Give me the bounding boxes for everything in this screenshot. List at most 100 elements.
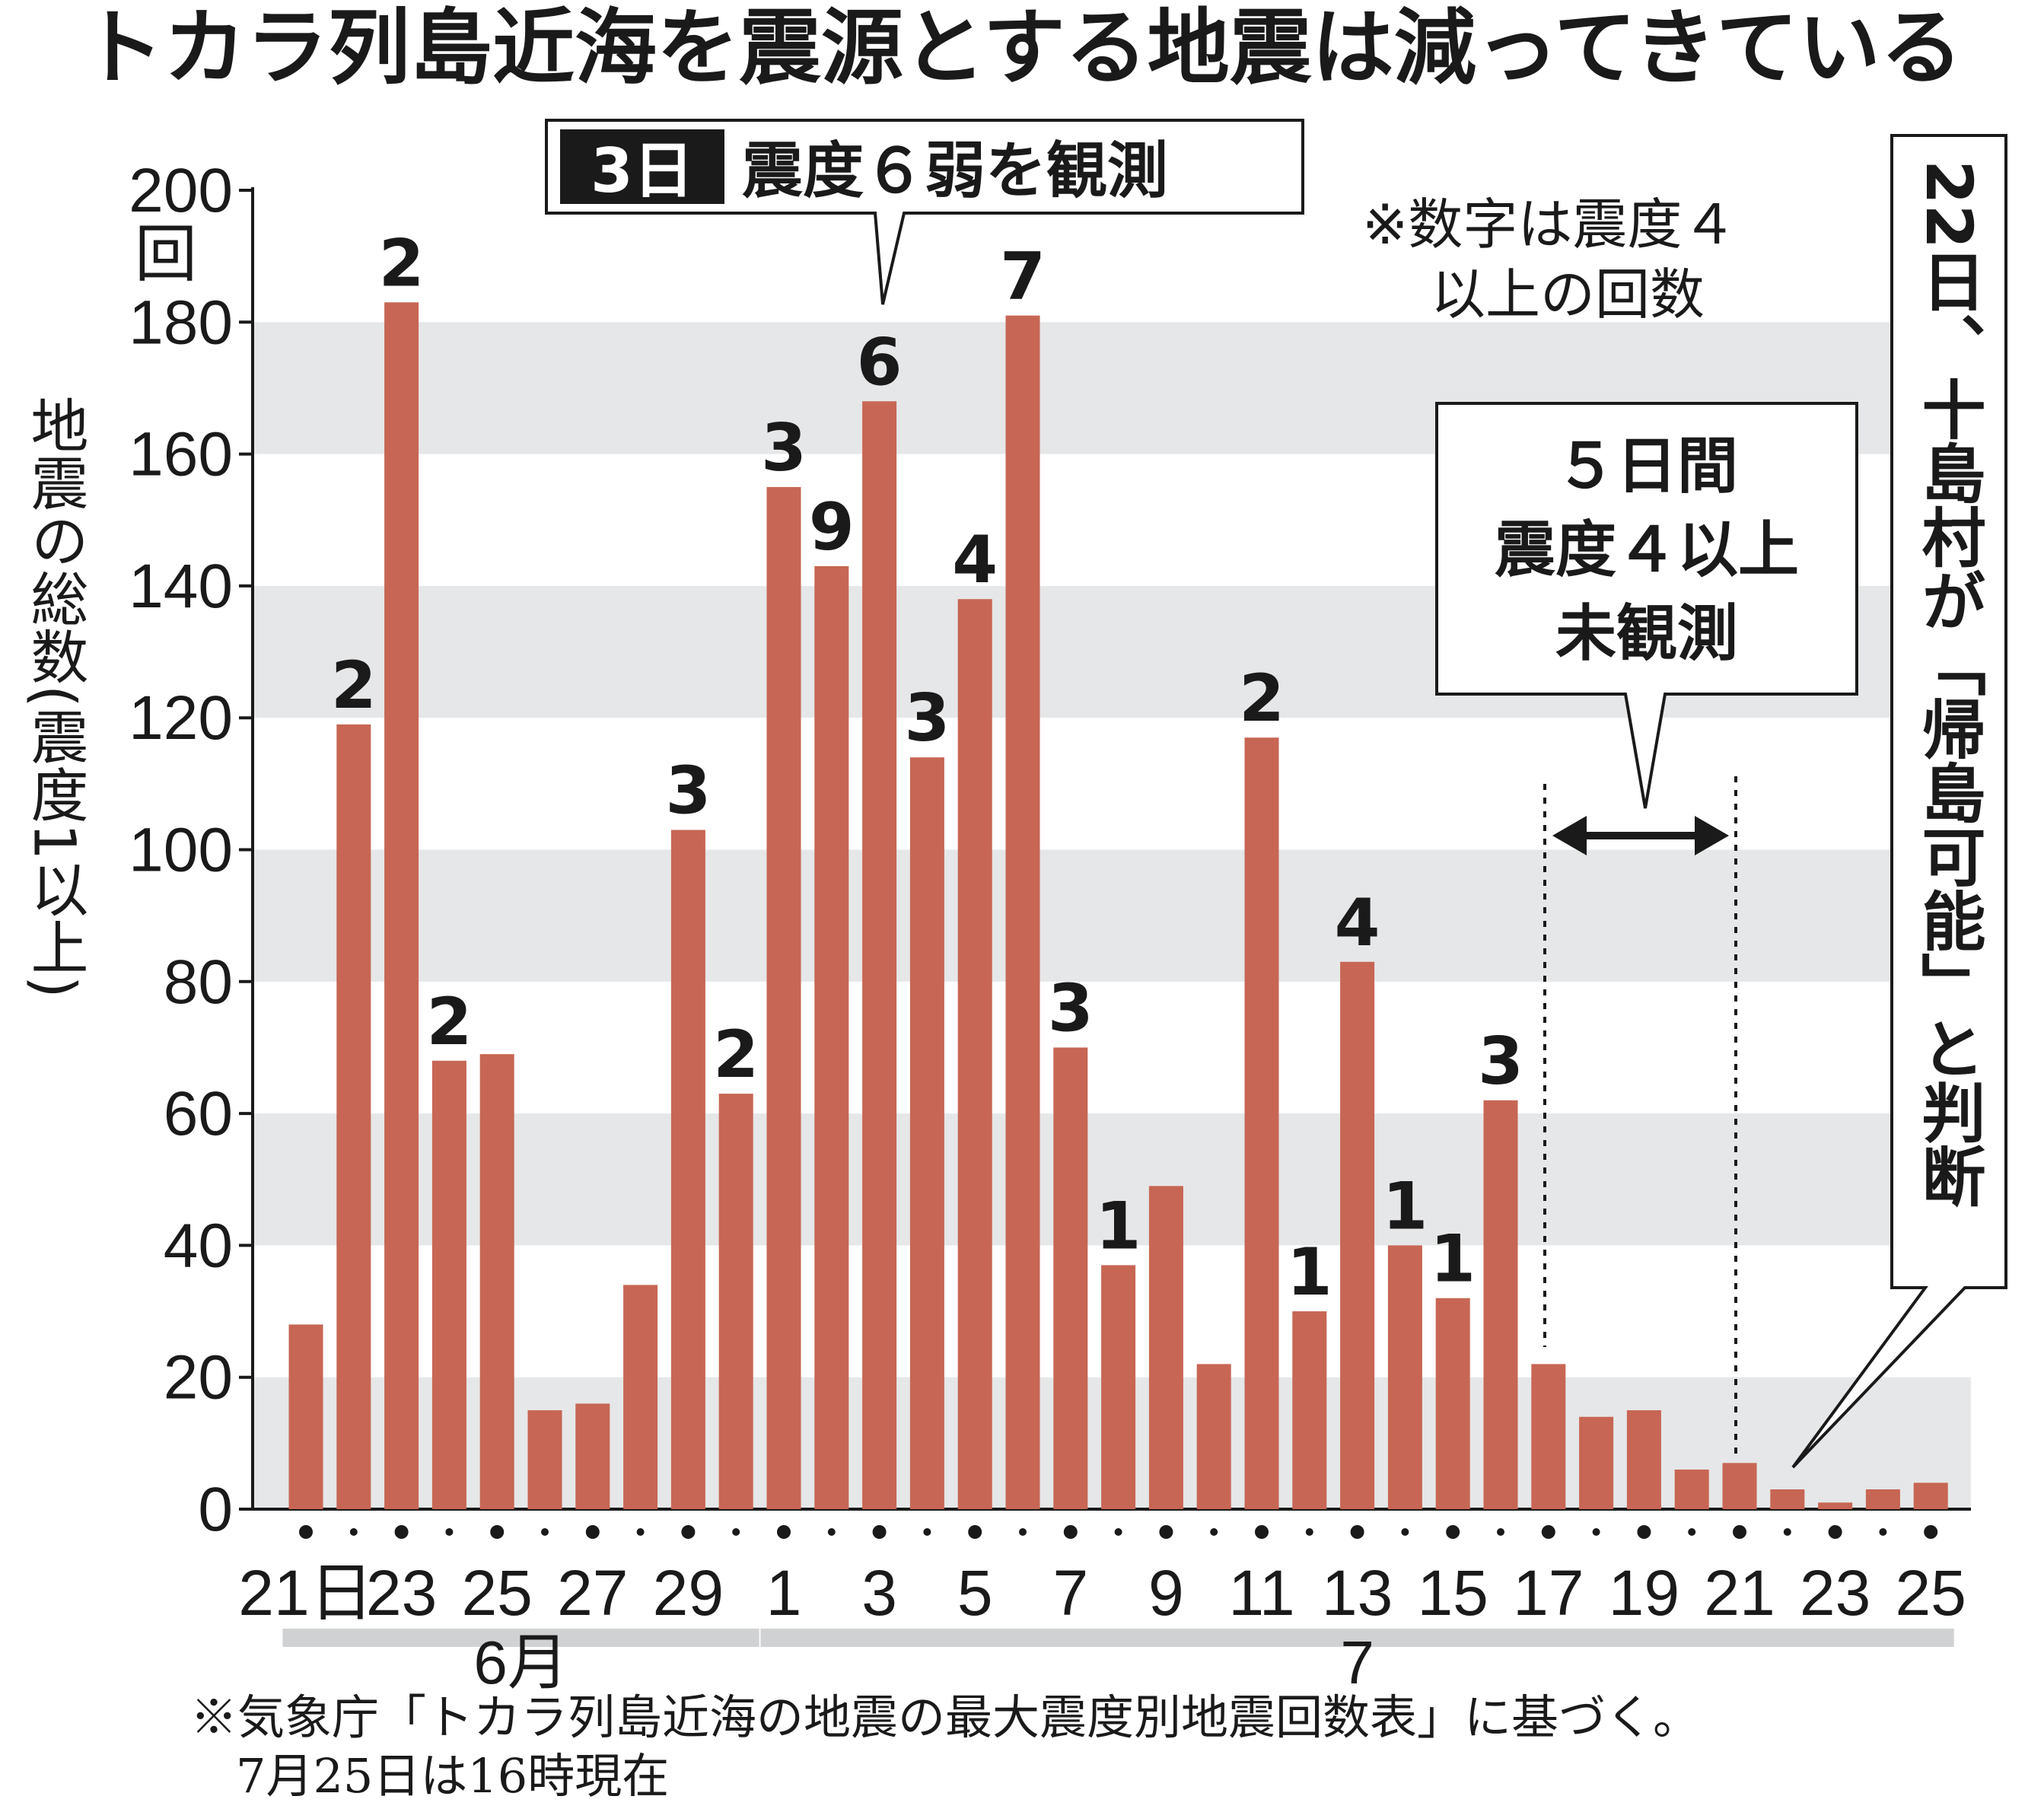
bar [862,401,897,1509]
bar-value-label: 7 [1000,239,1046,315]
x-tick-dot [1637,1525,1651,1539]
x-tick-dot [1255,1525,1269,1539]
x-tick-label: 9 [1148,1557,1184,1629]
bar-value-label: 2 [713,1017,759,1093]
bar [575,1403,610,1509]
x-tick-dot [1159,1525,1173,1539]
bar [336,724,371,1509]
x-tick-label: 5 [957,1557,993,1629]
x-tick-dot [585,1525,600,1539]
y-tick-label: 100 [129,816,233,885]
bar-value-label: 3 [1048,970,1094,1046]
gap-callout-line-2: 震度４以上 [1495,514,1799,585]
bar-value-label: 1 [1287,1234,1332,1311]
source-note: ※気象庁「トカラ列島近海の地震の最大震度別地震回数表」に基づく。 [190,1690,1700,1745]
x-tick-label: 21日 [238,1557,373,1629]
x-tick-dot [1210,1528,1218,1536]
month-span-bar [282,1629,759,1647]
gap-callout: ５日間 震度４以上 未観測 [1435,402,1858,809]
x-tick-label: 29 [653,1557,724,1629]
gap-callout-line-3: 未観測 [1555,598,1738,669]
note-line-2: 以上の回数 [1431,263,1705,326]
x-tick-dot [1688,1528,1696,1536]
x-tick-dot [681,1525,696,1539]
bar [479,1054,514,1509]
bar-value-label: 2 [426,984,472,1060]
y-tick-label: 180 [129,288,233,357]
month-span-bar [760,1629,1954,1647]
x-tick-label: 11 [1228,1557,1294,1629]
y-tick-label: 20 [164,1343,233,1412]
bar [1053,1047,1088,1509]
bar-value-label: 1 [1096,1188,1141,1264]
background-band [253,1113,1971,1246]
x-tick-dot [1446,1525,1460,1539]
bar [1531,1364,1566,1509]
bar [1722,1463,1757,1509]
x-tick-label: 21 [1704,1557,1775,1629]
x-tick-dot [1783,1528,1791,1536]
bar-value-label: 9 [809,489,855,565]
timestamp-note: 7月25日は16時現在 [236,1748,669,1804]
x-tick-dot [1541,1525,1555,1539]
month-label: 6月 [473,1629,568,1696]
bar [1340,961,1375,1509]
x-tick-dot [1019,1528,1027,1536]
gap-arrow-right-head [1695,816,1729,855]
bar [1818,1502,1853,1509]
gap-range-marker [1543,776,1737,1454]
x-tick-label: 17 [1513,1557,1584,1629]
x-tick-dot [1350,1525,1364,1539]
x-tick-label: 13 [1322,1557,1393,1629]
x-tick-dot [732,1528,740,1536]
bar [1005,315,1040,1509]
bar-value-label: 3 [1478,1024,1523,1100]
gap-arrow-left-head [1552,816,1587,855]
gap-callout-box [1435,402,1858,809]
y-tick-label: 80 [164,947,233,1017]
bar-value-label: 2 [331,648,377,724]
x-tick-dot [1114,1528,1122,1536]
bar-value-label: 4 [1335,885,1380,961]
bar [1579,1416,1614,1509]
month-label: 7 [1340,1629,1374,1696]
bar [766,486,801,1509]
bar [1435,1298,1470,1509]
bar [1913,1483,1948,1509]
bar-value-label: 3 [665,753,711,830]
bar [1244,737,1279,1509]
quake-callout: 3日 震度６弱を観測 [545,119,1304,305]
x-tick-dot [445,1528,454,1536]
return-callout: 22日、十島村が「帰島可能」と判断 [1791,134,2007,1469]
background-band [253,849,1971,982]
bar [718,1094,753,1509]
bar [1865,1489,1900,1509]
x-tick-dot [1828,1525,1842,1539]
bar [1101,1265,1136,1509]
x-tick-dot [1733,1525,1746,1539]
quake-date-tag-label: 3日 [591,135,694,206]
quake-date-tag [560,129,724,204]
return-callout-box [1791,134,2007,1469]
bar [909,757,944,1509]
note-line-1: ※数字は震度４ [1362,193,1737,256]
quake-callout-box [545,119,1304,305]
bar-value-label: 3 [761,410,807,486]
x-tick-dot [777,1525,791,1539]
x-tick-label: 7 [1052,1557,1088,1629]
x-tick-dot [1879,1528,1887,1536]
gap-callout-line-1: ５日間 [1555,431,1738,502]
x-tick-dot [299,1525,313,1539]
x-tick-dot [1592,1528,1600,1536]
bar [1770,1489,1805,1509]
y-unit-label: 回 [135,220,197,289]
bar [1387,1245,1422,1509]
x-tick-dot [636,1528,645,1536]
bar [527,1410,562,1509]
x-tick-dot [541,1528,549,1536]
x-tick-dot [1063,1525,1078,1539]
x-tick-dot [872,1525,887,1539]
bar [431,1060,466,1509]
bar [1292,1311,1327,1509]
